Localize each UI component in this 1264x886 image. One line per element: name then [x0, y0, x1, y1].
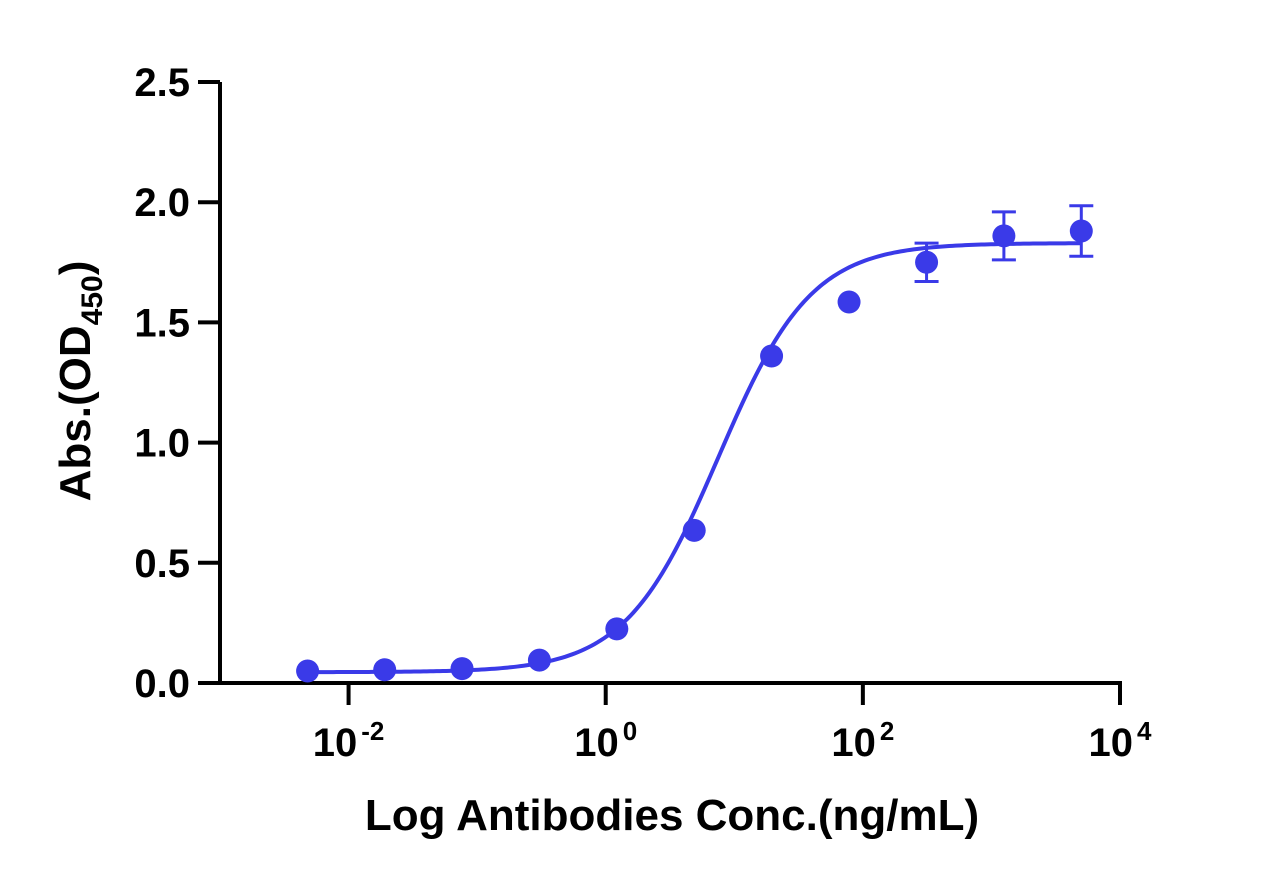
y-tick-label: 1.5 — [134, 301, 190, 345]
x-tick-label-base: 10 — [1089, 721, 1134, 765]
x-tick-label-base: 10 — [313, 721, 358, 765]
x-tick-label-base: 10 — [574, 721, 619, 765]
x-axis-title: Log Antibodies Conc.(ng/mL) — [365, 791, 979, 840]
y-axis-title-main: Abs.(OD — [51, 325, 100, 501]
x-tick-label-exponent: 0 — [623, 716, 637, 746]
y-tick-label: 2.5 — [134, 61, 190, 105]
data-point — [373, 658, 397, 682]
y-axis-title-close: ) — [51, 261, 100, 276]
data-point — [992, 224, 1016, 248]
fit-curve — [307, 241, 1082, 675]
x-tick-label-exponent: 2 — [880, 716, 894, 746]
data-points — [296, 219, 1093, 683]
fit-curve-layer — [307, 241, 1082, 675]
data-point — [837, 290, 861, 314]
x-tick-label: 10 -2 — [313, 716, 385, 765]
data-point — [682, 518, 706, 542]
axes — [218, 82, 1122, 685]
y-tick-label: 1.0 — [134, 422, 190, 466]
data-point — [605, 617, 629, 641]
y-tick-label: 2.0 — [134, 181, 190, 225]
y-ticks: 0.0 0.5 1.0 1.5 2.0 2.5 — [134, 61, 220, 706]
x-tick-label: 10 4 — [1089, 716, 1153, 765]
y-axis-title-subscript: 450 — [76, 275, 109, 325]
data-point — [527, 648, 551, 672]
data-point — [760, 344, 784, 368]
data-point — [296, 659, 320, 683]
y-tick-label: 0.5 — [134, 542, 190, 586]
data-point — [1069, 219, 1093, 243]
data-point — [915, 250, 939, 274]
y-tick-label: 0.0 — [134, 662, 190, 706]
x-tick-label: 10 2 — [831, 716, 894, 765]
x-tick-label-exponent: -2 — [361, 716, 384, 746]
y-axis-title: Abs.(OD450) — [51, 261, 109, 502]
x-tick-label-base: 10 — [831, 721, 876, 765]
x-tick-label: 10 0 — [574, 716, 637, 765]
x-ticks: 10 -2 10 0 10 2 10 4 — [313, 683, 1152, 765]
data-point — [450, 657, 474, 681]
x-tick-label-exponent: 4 — [1137, 716, 1152, 746]
